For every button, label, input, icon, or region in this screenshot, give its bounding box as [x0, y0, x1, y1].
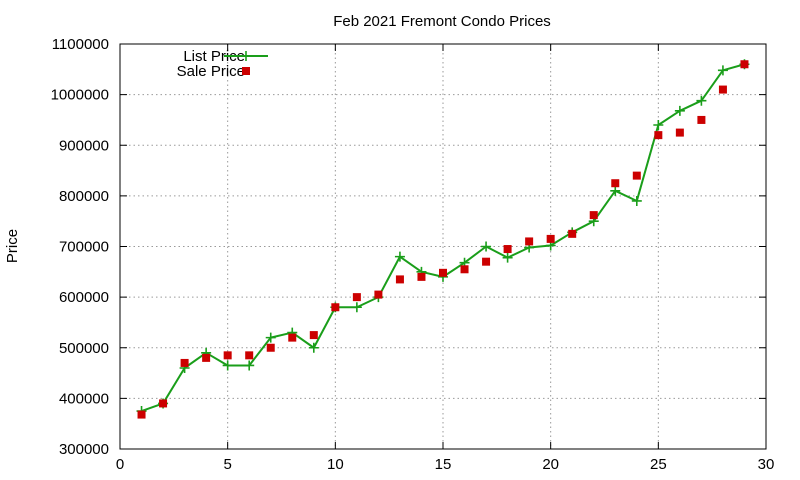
list-price-point: [351, 302, 362, 313]
y-tick-label: 400000: [59, 390, 109, 407]
sale-price-point: [374, 290, 383, 299]
sale-price-point: [632, 171, 641, 180]
legend-label: List Price: [183, 48, 245, 65]
sale-price-point: [718, 85, 727, 94]
list-price-point: [696, 95, 707, 106]
sale-price-point: [223, 351, 232, 360]
list-price-point: [610, 185, 621, 196]
sale-price-point: [546, 234, 555, 243]
x-tick-label: 5: [223, 456, 231, 473]
sale-price-point: [417, 272, 426, 281]
legend-square-marker: [242, 67, 250, 75]
x-tick-label: 10: [327, 456, 344, 473]
x-tick-label: 20: [542, 456, 559, 473]
sale-price-point: [331, 303, 340, 312]
chart-title: Feb 2021 Fremont Condo Prices: [333, 13, 551, 30]
list-price-point: [244, 360, 255, 371]
list-price-point: [481, 241, 492, 252]
legend-cross-marker: [241, 51, 251, 61]
y-tick-label: 1100000: [52, 36, 109, 53]
sale-price-point: [202, 353, 211, 362]
sale-price-point: [159, 399, 168, 408]
y-tick-label: 600000: [59, 289, 109, 306]
axes: 0 5 10 15 20 25 30 300000 400000 500000 600000 7000…: [51, 36, 775, 473]
list-price-point: [394, 251, 405, 262]
sale-price-point: [395, 275, 404, 284]
x-tick-label: 30: [758, 456, 775, 473]
y-axis-title: Price: [4, 229, 21, 263]
sale-price-point: [611, 179, 620, 188]
sale-price-point: [482, 257, 491, 266]
sale-price-point: [589, 211, 598, 220]
x-tick-label: 25: [650, 456, 667, 473]
sale-price-point: [654, 131, 663, 140]
sale-price-point: [180, 358, 189, 367]
grid-lines: [120, 44, 766, 449]
sale-price-point: [568, 229, 577, 238]
sale-price-point: [266, 343, 275, 352]
sale-price-point: [309, 331, 318, 340]
sale-price-point: [352, 293, 361, 302]
list-price-point: [653, 120, 664, 130]
list-price-point: [631, 195, 642, 206]
list-price-point: [308, 342, 319, 353]
sale-price-point: [525, 237, 534, 246]
y-tick-label: 700000: [59, 239, 109, 256]
y-tick-label: 500000: [59, 340, 109, 357]
sale-price-point: [675, 128, 684, 137]
sale-price-point: [697, 115, 706, 124]
list-price-point: [502, 252, 513, 263]
x-tick-label: 15: [435, 456, 452, 473]
sale-price-point: [460, 265, 469, 274]
sale-price-point: [288, 333, 297, 342]
list-price-point: [222, 360, 233, 371]
y-tick-label: 800000: [59, 188, 109, 205]
x-tick-label: 0: [116, 456, 124, 473]
sale-price-point: [137, 410, 146, 419]
y-tick-label: 1000000: [51, 87, 109, 104]
sale-price-point: [439, 268, 447, 277]
list-price-point: [717, 65, 728, 76]
data-series: [136, 59, 750, 419]
sale-price-point: [503, 245, 512, 254]
y-tick-label: 900000: [59, 137, 109, 154]
y-tick-label: 300000: [59, 441, 109, 458]
list-price-point: [265, 332, 276, 343]
legend-label: Sale Price: [177, 63, 245, 80]
sale-price-point: [740, 60, 749, 69]
list-price-point: [674, 105, 685, 116]
sale-price-point: [245, 351, 254, 360]
